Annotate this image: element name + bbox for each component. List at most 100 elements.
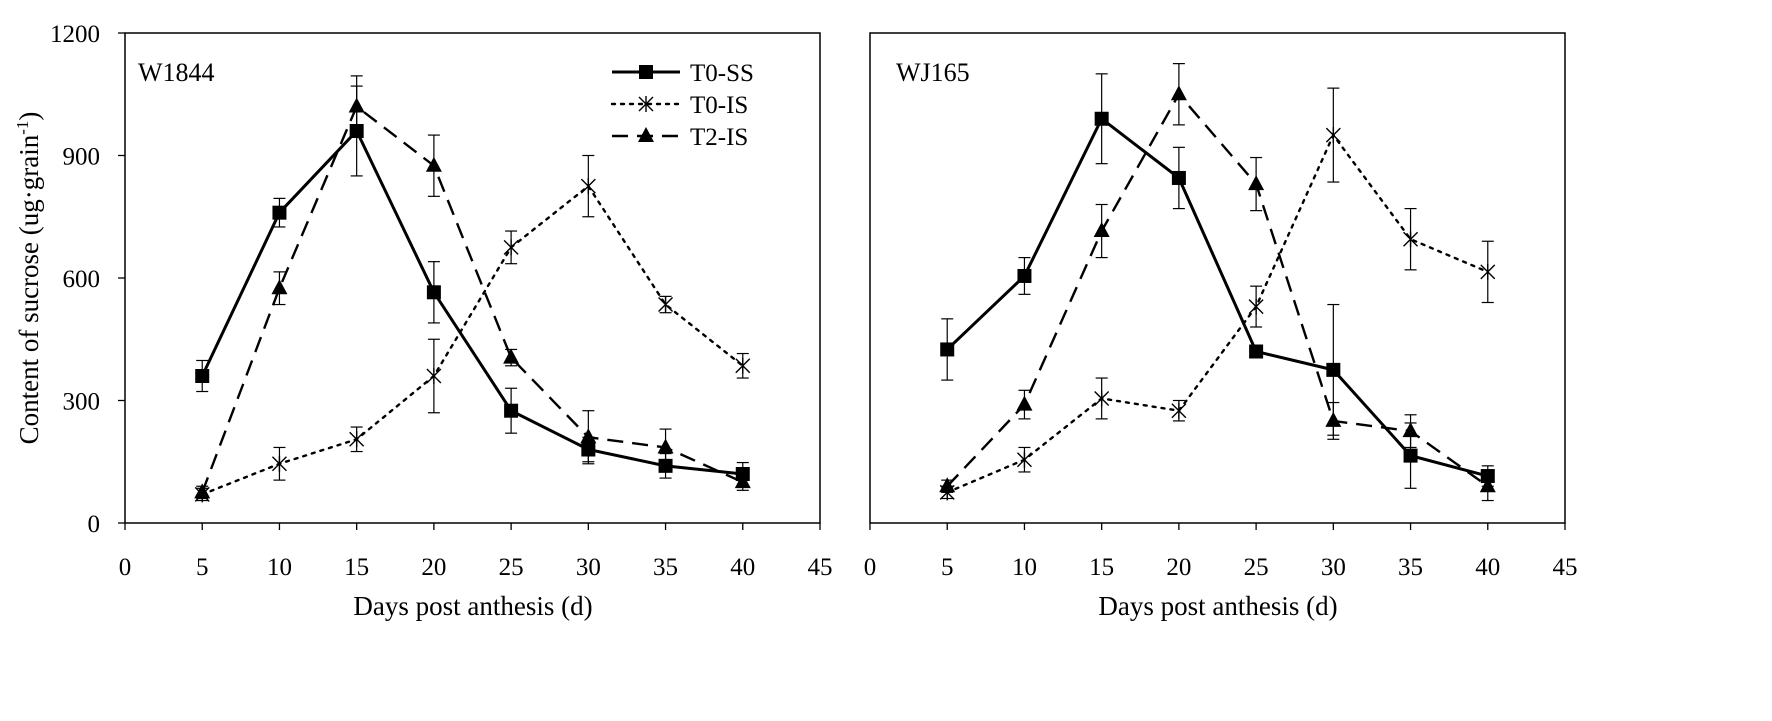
left-x-tick-label: 15 [344, 554, 369, 581]
left-x-ticks: 0 5 10 15 20 25 30 35 40 45 [119, 523, 833, 581]
right-t0-is-point [1480, 263, 1496, 280]
right-t0-ss-point [940, 342, 955, 357]
left-y-tick-label: 0 [88, 511, 101, 538]
right-t2-is-point [939, 477, 956, 493]
right-x-tick-label: 0 [864, 554, 877, 581]
right-t0-is-point [1325, 127, 1341, 144]
left-x-tick-label: 30 [576, 554, 601, 581]
right-t2-is-point [1248, 175, 1265, 191]
left-t0-is-point [349, 431, 365, 448]
legend-t0-is-label: T0-IS [690, 92, 748, 119]
right-panel-title: WJ165 [896, 58, 970, 87]
right-x-tick-label: 35 [1398, 554, 1423, 581]
left-x-tick-label: 0 [119, 554, 132, 581]
left-t0-is-point [658, 296, 674, 313]
left-t0-is-line [201, 184, 744, 496]
legend-t0-ss-label: T0-SS [690, 60, 754, 87]
right-t2-is-point [1016, 395, 1033, 411]
right-t2-is-point [1093, 222, 1110, 238]
left-y-tick-label: 300 [63, 389, 101, 416]
left-y-tick-label: 900 [63, 144, 101, 171]
left-t0-is-point [503, 239, 519, 256]
right-t0-ss-point [1249, 344, 1264, 359]
right-t0-ss-point [1326, 362, 1341, 377]
right-t0-is-point [1094, 390, 1110, 407]
right-x-tick-label: 40 [1475, 554, 1500, 581]
left-x-tick-label: 5 [196, 554, 209, 581]
left-y-tick-label: 1200 [50, 21, 100, 48]
legend-t0-ss-marker [639, 65, 653, 79]
left-x-tick-label: 35 [653, 554, 678, 581]
right-series-t0-is [939, 87, 1496, 501]
y-axis-label-sup: -1 [13, 121, 32, 135]
right-x-tick-label: 45 [1553, 554, 1578, 581]
right-panel: 0 5 10 15 20 25 30 35 40 45 WJ165 Days post anthe… [864, 32, 1578, 621]
right-x-tick-label: 30 [1321, 554, 1346, 581]
right-t0-ss-point [1403, 448, 1418, 463]
left-panel-title: W1844 [138, 58, 215, 87]
left-t2-is-point [425, 156, 442, 172]
left-t0-ss-point [504, 403, 519, 418]
right-t2-is-point [1479, 477, 1496, 493]
legend-entry-t0-ss: T0-SS [612, 60, 754, 87]
left-t2-is-point [657, 438, 674, 454]
left-t2-is-point [503, 348, 520, 364]
right-t0-is-point [1403, 231, 1419, 248]
legend-t2-is-label: T2-IS [690, 124, 748, 151]
right-series-group [939, 63, 1496, 502]
legend: T0-SS T0-IS T2-IS [610, 60, 754, 151]
legend-entry-t0-is: T0-IS [610, 92, 748, 119]
left-t2-is-point [271, 279, 288, 295]
legend-t0-is-marker [638, 96, 654, 112]
left-series-t0-is [194, 154, 751, 503]
y-axis-label: Content of sucrose (ug·grain-1) [13, 112, 44, 445]
left-t0-ss-line [200, 128, 743, 476]
left-t2-is-point [580, 428, 597, 444]
right-series-t0-ss [940, 73, 1495, 489]
left-t0-ss-point [426, 285, 441, 300]
right-series-t2-is [939, 63, 1496, 502]
left-t2-is-point [734, 473, 751, 489]
right-t0-ss-point [1094, 111, 1109, 126]
right-x-axis-label: Days post anthesis (d) [1098, 591, 1337, 621]
left-t0-is-point [580, 178, 596, 195]
right-t2-is-point [1402, 422, 1419, 438]
right-t0-ss-point [1171, 170, 1186, 185]
left-x-tick-label: 40 [730, 554, 755, 581]
left-series-group [194, 75, 751, 503]
left-t2-is-point [194, 483, 211, 499]
right-t0-is-point [1016, 451, 1032, 468]
left-series-t2-is [194, 75, 751, 500]
left-x-tick-label: 45 [808, 554, 833, 581]
right-x-tick-label: 15 [1089, 554, 1114, 581]
right-x-tick-label: 20 [1166, 554, 1191, 581]
left-t0-is-point [735, 357, 751, 374]
left-t0-ss-point [195, 369, 210, 383]
right-x-ticks: 0 5 10 15 20 25 30 35 40 45 [864, 523, 1578, 581]
left-y-ticks: 0 300 600 900 1200 [50, 21, 125, 538]
right-x-tick-label: 5 [941, 554, 954, 581]
y-axis-label-main: Content of sucrose (ug·grain [14, 134, 44, 444]
right-x-tick-label: 25 [1244, 554, 1269, 581]
legend-t2-is-marker [638, 127, 654, 142]
right-x-tick-label: 10 [1012, 554, 1037, 581]
right-plot-area [869, 32, 1566, 524]
left-y-tick-label: 600 [63, 266, 101, 293]
left-t2-is-line [201, 104, 744, 493]
right-t2-is-point [1170, 85, 1187, 101]
right-t0-ss-line [946, 116, 1489, 478]
left-t2-is-point [348, 97, 365, 113]
legend-entry-t2-is: T2-IS [612, 124, 748, 151]
right-t2-is-line [946, 92, 1489, 488]
left-x-tick-label: 20 [421, 554, 446, 581]
left-t0-ss-point [272, 205, 287, 220]
left-t0-is-point [426, 368, 442, 384]
left-x-tick-label: 10 [267, 554, 292, 581]
left-x-tick-label: 25 [499, 554, 524, 581]
right-t0-is-line [946, 132, 1489, 494]
right-t0-ss-point [1017, 268, 1032, 283]
right-t2-is-point [1325, 411, 1342, 427]
left-t0-is-point [271, 455, 287, 472]
